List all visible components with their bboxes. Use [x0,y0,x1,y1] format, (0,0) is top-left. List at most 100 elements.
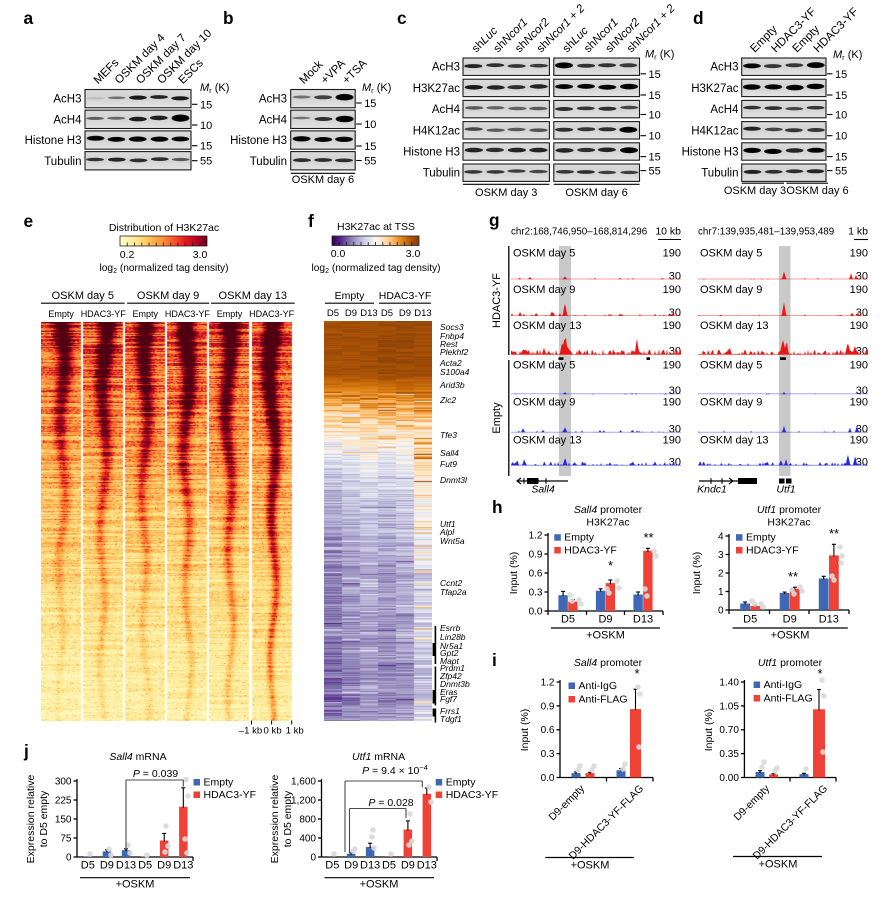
svg-text:Dnmt3l: Dnmt3l [440,475,468,485]
svg-text:0.35: 0.35 [719,749,739,760]
svg-text:AcH4: AcH4 [710,104,739,116]
svg-text:Tubulin: Tubulin [44,156,81,168]
svg-text:*: * [817,666,822,681]
svg-text:Fut9: Fut9 [440,459,457,469]
svg-text:Utf1: Utf1 [440,519,456,529]
svg-text:75: 75 [60,834,72,845]
svg-text:Utf1: Utf1 [776,484,795,496]
svg-text:Input (%): Input (%) [703,709,715,752]
svg-text:OSKM day 6: OSKM day 6 [292,174,354,186]
svg-text:Expression relative: Expression relative [25,774,37,863]
svg-text:**: ** [643,530,653,545]
svg-text:10: 10 [835,110,847,122]
svg-text:15: 15 [200,141,212,153]
svg-text:OSKM day 3: OSKM day 3 [475,187,537,199]
svg-text:0: 0 [718,606,724,617]
svg-text:i: i [492,650,497,670]
svg-text:P = 0.028: P = 0.028 [368,797,413,809]
svg-text:15: 15 [364,141,376,153]
svg-text:H3K27ac: H3K27ac [767,517,810,529]
svg-text:OSKM day 9: OSKM day 9 [700,396,762,408]
svg-text:Frrs1: Frrs1 [440,706,460,716]
svg-text:Dnmt3b: Dnmt3b [440,679,470,689]
svg-text:–1 kb: –1 kb [239,726,262,737]
svg-text:log2 (normalized tag density): log2 (normalized tag density) [99,263,228,275]
svg-text:3.0: 3.0 [193,249,208,261]
svg-text:0: 0 [310,853,316,864]
svg-text:30: 30 [669,423,681,435]
svg-text:30: 30 [856,457,868,469]
svg-text:30: 30 [669,385,681,397]
svg-text:HDAC3-YF: HDAC3-YF [204,789,257,801]
svg-text:Utf1 promoter: Utf1 promoter [758,657,823,669]
svg-text:+OSKM: +OSKM [586,630,625,642]
svg-text:1 kb: 1 kb [286,726,304,737]
svg-text:Sall4 promoter: Sall4 promoter [574,504,643,516]
svg-text:1: 1 [718,587,724,598]
svg-text:D13: D13 [360,860,380,872]
svg-text:Empty: Empty [564,532,595,544]
svg-text:Mr (K): Mr (K) [645,49,674,62]
svg-text:HDAC3-YF: HDAC3-YF [564,545,617,557]
svg-text:AcH4: AcH4 [432,104,461,116]
svg-text:Mr (K): Mr (K) [200,82,229,95]
svg-text:D13: D13 [414,308,431,319]
svg-text:190: 190 [663,248,681,260]
svg-text:Socs3: Socs3 [440,322,464,332]
svg-text:*: * [634,666,639,681]
svg-text:Histone H3: Histone H3 [403,147,460,159]
svg-text:h: h [492,497,503,517]
svg-text:to D5 empty: to D5 empty [38,790,50,847]
svg-text:Empty: Empty [133,309,159,319]
svg-text:Input (%): Input (%) [691,552,703,595]
svg-text:1.05: 1.05 [719,701,739,712]
svg-text:30: 30 [856,307,868,319]
svg-text:190: 190 [663,284,681,296]
svg-text:Empty: Empty [335,290,366,302]
svg-text:**: ** [829,526,839,541]
svg-text:3: 3 [718,550,724,561]
svg-text:Tubulin: Tubulin [423,168,460,180]
svg-text:190: 190 [663,396,681,408]
svg-text:OSKM day 13: OSKM day 13 [700,435,768,447]
svg-text:Anti-IgG: Anti-IgG [579,680,618,692]
svg-text:+OSKM: +OSKM [771,630,810,642]
svg-text:Empty: Empty [48,309,74,319]
svg-text:b: b [223,8,234,28]
svg-text:15: 15 [200,99,212,111]
svg-text:AcH4: AcH4 [259,114,288,126]
svg-text:Fnbp4: Fnbp4 [440,331,464,341]
svg-text:Input (%): Input (%) [508,552,520,595]
svg-text:H4K12ac: H4K12ac [413,125,461,137]
svg-text:OSKM day 13: OSKM day 13 [700,320,768,332]
svg-text:Tfe3: Tfe3 [440,430,457,440]
svg-text:15: 15 [649,152,661,164]
svg-text:190: 190 [850,320,868,332]
svg-text:e: e [24,211,34,231]
svg-text:Tubulin: Tubulin [701,168,738,180]
svg-text:Empty: Empty [446,777,477,789]
svg-text:Kndc1: Kndc1 [697,484,727,496]
svg-text:Mr (K): Mr (K) [362,82,391,95]
svg-text:Sall4: Sall4 [531,484,555,496]
svg-text:D5: D5 [381,308,393,319]
svg-text:to D5 empty: to D5 empty [282,790,294,847]
svg-text:15: 15 [835,152,847,164]
svg-text:Sall4 promoter: Sall4 promoter [574,657,643,669]
svg-text:15: 15 [649,69,661,81]
svg-text:OSKM day 13: OSKM day 13 [513,320,581,332]
svg-text:chr2:168,746,950–168,814,296: chr2:168,746,950–168,814,296 [511,227,648,238]
svg-text:1,600: 1,600 [291,777,316,788]
svg-text:225: 225 [55,796,72,807]
svg-text:H3K27ac at TSS: H3K27ac at TSS [337,221,415,233]
svg-text:Empty: Empty [204,777,235,789]
svg-text:Histone H3: Histone H3 [682,147,739,159]
svg-text:D9: D9 [783,614,797,626]
svg-text:D9: D9 [100,860,114,872]
svg-text:0.0: 0.0 [529,607,543,618]
svg-text:Plekhf2: Plekhf2 [440,347,469,357]
svg-text:190: 190 [850,396,868,408]
svg-text:Empty: Empty [746,532,777,544]
svg-text:g: g [489,210,500,230]
svg-text:Acta2: Acta2 [439,358,462,368]
